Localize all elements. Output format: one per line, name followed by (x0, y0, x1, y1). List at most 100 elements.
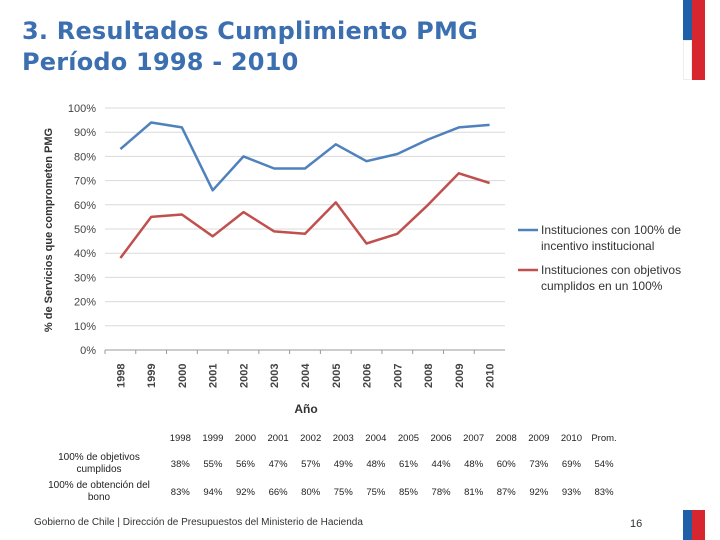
table-cell: 56% (235, 458, 255, 470)
table-cell: 60% (496, 458, 516, 470)
table-cell: 83% (594, 486, 614, 498)
x-tick-label: 2000 (177, 364, 189, 388)
table-cell: 80% (301, 486, 321, 498)
table-cell: 81% (464, 486, 484, 498)
table-header-cell: 1999 (202, 432, 224, 444)
table-header-cell: 2009 (528, 432, 550, 444)
y-tick-label: 50% (74, 224, 96, 236)
series-line-incentivo (119, 121, 490, 192)
series-line-objetivos (119, 172, 490, 259)
table-header-cell: 2000 (234, 432, 257, 444)
table-header-cell: 2005 (397, 432, 420, 444)
row-label-line: 100% de obtención del (48, 480, 150, 491)
data-table: 1998 1999 2000 2001 2002 2003 2004 2005 2006 2007… (34, 426, 620, 506)
y-tick-label: 0% (80, 345, 96, 357)
page-number: 16 (630, 518, 643, 530)
table-header-cell: 2010 (560, 432, 582, 444)
flag-blue-band (683, 0, 692, 40)
y-tick-label: 90% (74, 127, 96, 139)
x-tick-label: 2004 (300, 363, 312, 388)
flag-blue-band-bottom (683, 510, 692, 540)
y-tick-label: 10% (74, 321, 96, 333)
x-axis-ticks: 1998 1999 2000 2001 2002 2003 2004 2005 2006 2007… (104, 350, 497, 388)
y-tick-label: 70% (74, 176, 96, 188)
table-corner (34, 426, 164, 450)
table-cell: 92% (235, 486, 255, 498)
legend-label: incentivo institucional (541, 239, 654, 253)
flag-white-band (683, 40, 692, 80)
table-header-cell: 2006 (430, 432, 452, 444)
title-line-2: Período 1998 - 2010 (22, 48, 299, 76)
x-tick-label: 2006 (362, 364, 374, 388)
row-label-line: bono (87, 492, 111, 503)
y-tick-label: 100% (68, 103, 96, 115)
table-cell: 61% (398, 458, 418, 470)
table-cell: 83% (170, 486, 190, 498)
y-tick-label: 80% (74, 151, 96, 163)
table-cell: 54% (594, 458, 614, 470)
table-cell: 94% (203, 486, 223, 498)
flag-red-band-bottom (692, 510, 705, 540)
table-header-cell: 1998 (169, 432, 191, 444)
table-cell: 87% (496, 486, 516, 498)
footer-text: Gobierno de Chile | Dirección de Presupu… (34, 517, 363, 528)
line-chart: 0%10%20%30%40%50%60%70%80%90%100% 1998 19… (43, 103, 681, 416)
slide-title: 3. Resultados Cumplimiento PMG Período 1… (22, 16, 478, 78)
table-cell: 38% (170, 458, 190, 470)
y-tick-label: 60% (74, 200, 96, 212)
table-cell: 44% (431, 458, 451, 470)
table-cell: 93% (561, 486, 581, 498)
table-row: 100% de obtención del bono 83% 94% 92% 66% 80%… (34, 478, 620, 506)
table-cell: 47% (268, 458, 288, 470)
y-tick-label: 30% (74, 272, 96, 284)
table-cell: 78% (431, 486, 451, 498)
table-row: 100% de objetivos cumplidos 38% 55% 56% 47% 57… (34, 450, 620, 478)
table-header-cell: 2001 (267, 432, 289, 444)
table-cell: 75% (366, 486, 386, 498)
chart-gridlines (105, 107, 505, 351)
table-row-label: 100% de obtención del bono (34, 478, 164, 506)
table-cell: 69% (561, 458, 581, 470)
table-row-label: 100% de objetivos cumplidos (34, 450, 164, 478)
row-label-line: cumplidos (76, 464, 122, 475)
y-axis-label: % de Servicios que comprometen PMG (43, 128, 55, 332)
table-cell: 75% (333, 486, 353, 498)
table-header-cell: 2004 (365, 432, 387, 444)
y-axis-ticks: 0% 10% 20% 30% 40% 50% 60% 70% 80% 90% 100% (68, 103, 96, 357)
x-tick-label: 2010 (485, 364, 497, 388)
x-tick-label: 2007 (392, 364, 404, 388)
x-tick-label: 1999 (146, 364, 158, 388)
table-cell: 73% (529, 458, 549, 470)
legend-label: Instituciones con objetivos (541, 263, 681, 277)
x-tick-label: 1998 (115, 364, 127, 388)
table-header-cell: 2003 (332, 432, 354, 444)
x-tick-label: 2002 (238, 364, 250, 388)
table-cell: 66% (268, 486, 288, 498)
x-tick-label: 2003 (269, 364, 281, 388)
y-tick-label: 40% (74, 248, 96, 260)
legend-label: Instituciones con 100% de (541, 223, 681, 237)
chile-flag-stripe (683, 0, 705, 80)
chart-legend: Instituciones con 100% de incentivo insti… (518, 223, 681, 293)
table-cell: 57% (301, 458, 321, 470)
title-line-1: 3. Resultados Cumplimiento PMG (22, 17, 478, 45)
table-cell: 48% (464, 458, 484, 470)
table-cell: 49% (333, 458, 353, 470)
x-tick-label: 2009 (454, 364, 466, 388)
y-tick-label: 20% (74, 297, 96, 309)
table-cell: 85% (398, 486, 418, 498)
chile-flag-stripe-bottom (683, 510, 705, 540)
x-tick-label: 2005 (331, 364, 343, 388)
table-header-cell: 2002 (300, 432, 322, 444)
table-header-cell: 2007 (463, 432, 485, 444)
chart-series (119, 121, 490, 259)
table-cell: 92% (529, 486, 549, 498)
x-axis-label: Año (294, 402, 317, 416)
table-header-cell: 2008 (495, 432, 517, 444)
x-tick-label: 2001 (208, 364, 220, 388)
table-cell: 55% (203, 458, 223, 470)
legend-label: cumplidos en un 100% (541, 279, 663, 293)
table-header-cell: Prom. (591, 432, 617, 444)
flag-red-band (692, 0, 705, 80)
row-label-line: 100% de objetivos (58, 452, 140, 463)
